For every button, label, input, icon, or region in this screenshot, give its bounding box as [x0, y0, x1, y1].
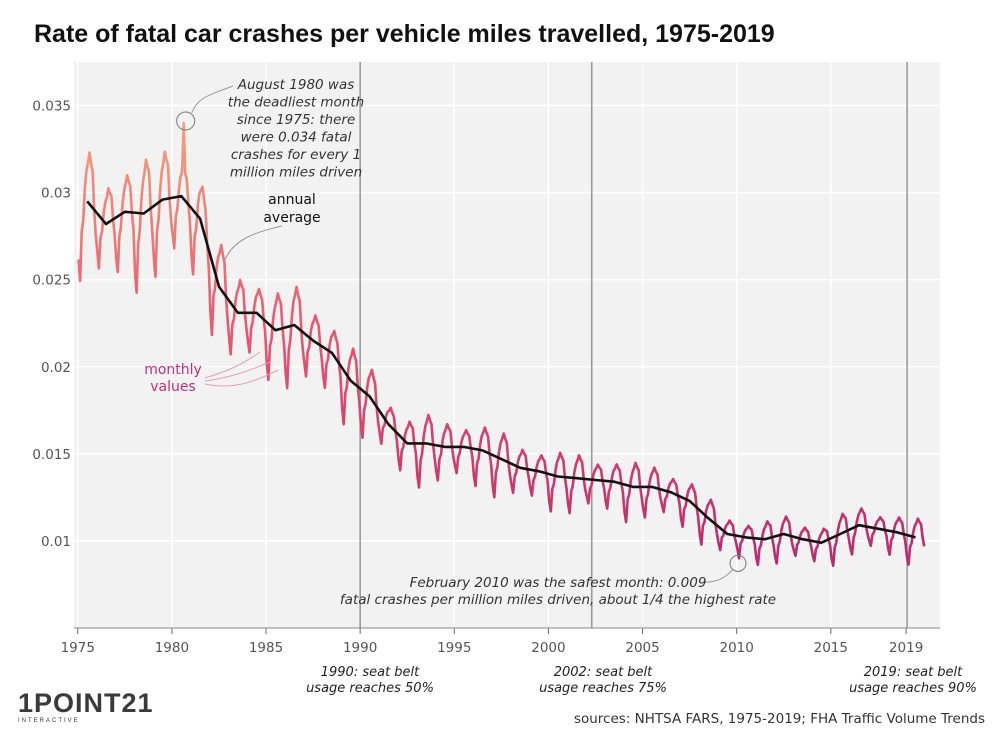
x-tick-label: 1990: [343, 640, 377, 656]
annual-average-series: [86, 194, 916, 544]
annual-average-label: average: [263, 210, 320, 226]
monthly-values-series: [77, 121, 926, 567]
x-tick-label: 1985: [249, 640, 283, 656]
peak-marker: [176, 111, 196, 131]
low-note-line: February 2010 was the safest month: 0.00…: [410, 575, 707, 591]
peak-callout: [191, 85, 234, 114]
low-marker: [729, 554, 747, 572]
monthly-values-label: values: [150, 379, 196, 395]
low-callout: [703, 569, 734, 583]
x-tick-label: 2000: [531, 640, 565, 656]
peak-note-line: August 1980 was: [237, 77, 355, 93]
y-tick-label: 0.02: [41, 360, 71, 376]
y-tick-label: 0.015: [32, 447, 71, 463]
milestone-2002: 2002: seat belt usage reaches 75%: [533, 665, 673, 697]
x-tick-label: 1975: [61, 640, 95, 656]
monthly-callout: [204, 369, 279, 387]
milestone-1990-line2: usage reaches 50%: [306, 681, 434, 696]
x-tick-label: 1980: [155, 640, 189, 656]
y-tick-label: 0.01: [41, 534, 71, 550]
peak-note-line: million miles driven: [230, 165, 362, 181]
milestone-2019: 2019: seat belt usage reaches 90%: [843, 665, 983, 697]
milestone-1990: 1990: seat belt usage reaches 50%: [300, 665, 440, 697]
milestone-2002-line2: usage reaches 75%: [539, 681, 667, 696]
chart-title: Rate of fatal car crashes per vehicle mi…: [34, 20, 775, 48]
logo-subtext: INTERACTIVE: [18, 718, 80, 724]
peak-note-line: since 1975: there: [237, 112, 356, 128]
peak-note-line: the deadliest month: [228, 95, 364, 111]
monthly-callout: [204, 361, 271, 382]
y-tick-label: 0.035: [32, 99, 71, 115]
peak-note-line: were 0.034 fatal: [241, 130, 352, 146]
milestone-1990-line1: 1990: seat belt: [320, 665, 420, 680]
milestone-2019-line2: usage reaches 90%: [849, 681, 977, 696]
source-note: sources: NHTSA FARS, 1975-2019; FHA Traf…: [573, 711, 985, 727]
peak-note-line: crashes for every 1: [231, 147, 361, 163]
logo-text: 1POINT21: [18, 688, 154, 718]
plot-background: [74, 62, 940, 628]
milestone-2019-line1: 2019: seat belt: [863, 665, 963, 680]
x-tick-label: 2005: [625, 640, 659, 656]
brand-logo: 1POINT21 INTERACTIVE: [18, 688, 154, 730]
x-tick-label: 1995: [437, 640, 471, 656]
x-tick-label: 2010: [719, 640, 753, 656]
monthly-values-label: monthly: [144, 362, 202, 378]
milestone-2002-line1: 2002: seat belt: [553, 665, 653, 680]
y-tick-label: 0.03: [41, 186, 71, 202]
monthly-callout: [204, 351, 261, 379]
y-tick-label: 0.025: [32, 273, 71, 289]
low-note-line: fatal crashes per million miles driven, …: [340, 592, 776, 608]
annual-callout: [223, 225, 283, 263]
x-tick-label: 2019: [889, 640, 923, 656]
x-tick-label: 2015: [814, 640, 848, 656]
annual-average-label: annual: [268, 192, 316, 208]
